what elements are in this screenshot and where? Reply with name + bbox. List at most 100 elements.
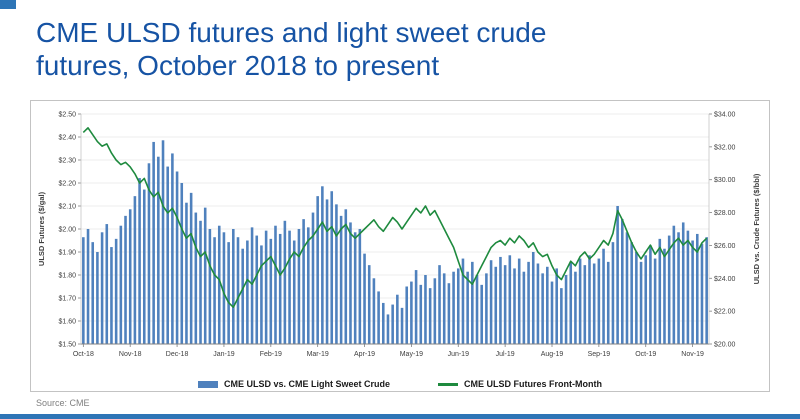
bar bbox=[227, 242, 230, 344]
bar bbox=[82, 237, 85, 344]
x-tick-label: Jan-19 bbox=[213, 351, 235, 358]
x-tick-label: Oct-19 bbox=[635, 351, 656, 358]
line-swatch-icon bbox=[438, 382, 459, 386]
bar bbox=[644, 255, 648, 344]
bar bbox=[274, 225, 277, 344]
bar bbox=[546, 266, 549, 344]
bar bbox=[616, 206, 619, 344]
bar bbox=[555, 268, 558, 344]
x-tick-label: Dec-18 bbox=[166, 351, 189, 358]
y-right-axis-title: ULSD vs. Crude Futures ($/bbl) bbox=[752, 173, 761, 284]
legend-item-frontmonth: CME ULSD Futures Front-Month bbox=[438, 379, 602, 389]
bar bbox=[456, 268, 460, 344]
bar bbox=[452, 271, 455, 344]
bar bbox=[396, 294, 399, 344]
chart-legend: CME ULSD vs. CME Light Sweet Crude CME U… bbox=[35, 372, 765, 396]
bar bbox=[213, 237, 216, 344]
bar bbox=[681, 222, 685, 344]
bar bbox=[639, 261, 643, 344]
bar bbox=[128, 209, 132, 344]
bar bbox=[199, 220, 202, 344]
bar bbox=[391, 304, 394, 344]
bar bbox=[264, 230, 268, 344]
bar bbox=[695, 233, 699, 344]
bar bbox=[522, 271, 526, 344]
bar bbox=[606, 261, 610, 344]
bar bbox=[700, 243, 704, 344]
bar bbox=[278, 233, 282, 344]
y-left-tick-label: $1.60 bbox=[58, 319, 76, 326]
corner-accent-bar bbox=[0, 0, 16, 9]
bar bbox=[531, 252, 535, 344]
bar bbox=[386, 314, 390, 344]
bar bbox=[255, 235, 259, 344]
bar bbox=[630, 242, 633, 344]
bar bbox=[142, 189, 146, 344]
bar bbox=[250, 227, 254, 344]
line-series bbox=[82, 126, 708, 308]
bar bbox=[578, 258, 582, 344]
bar bbox=[442, 273, 446, 344]
bar bbox=[663, 248, 666, 344]
bar bbox=[91, 242, 95, 344]
legend-label-spread: CME ULSD vs. CME Light Sweet Crude bbox=[223, 379, 391, 389]
bar bbox=[194, 212, 198, 344]
bar bbox=[372, 278, 376, 344]
footer-accent-bar bbox=[0, 414, 800, 419]
bar bbox=[574, 271, 577, 344]
bar bbox=[311, 212, 315, 344]
bar bbox=[297, 229, 301, 344]
bar bbox=[180, 183, 184, 344]
bar bbox=[536, 263, 540, 344]
y-left-tick-label: $2.30 bbox=[58, 158, 76, 165]
source-note: Source: CME bbox=[36, 398, 90, 408]
bar bbox=[653, 258, 657, 344]
bar bbox=[494, 266, 498, 344]
bar bbox=[217, 225, 221, 344]
bar bbox=[447, 283, 451, 344]
bar-series bbox=[82, 140, 708, 344]
y-right-tick-label: $32.00 bbox=[714, 144, 736, 151]
x-tick-label: Mar-19 bbox=[307, 351, 329, 358]
bar bbox=[438, 265, 441, 344]
bar bbox=[513, 268, 516, 344]
bar bbox=[246, 240, 249, 344]
bar bbox=[583, 265, 587, 344]
bar bbox=[635, 252, 638, 344]
bar bbox=[185, 202, 188, 344]
bar bbox=[100, 232, 104, 344]
bar bbox=[133, 196, 137, 344]
bar bbox=[236, 237, 240, 344]
bar bbox=[667, 235, 671, 344]
bar bbox=[691, 240, 694, 344]
y-left-tick-label: $2.10 bbox=[58, 204, 76, 211]
bar bbox=[269, 238, 273, 344]
bar bbox=[602, 248, 605, 344]
bar bbox=[232, 229, 235, 344]
chart-card: $1.50 $1.60 $1.70 $1.80 $1.90 $2.00 $2.10 $2.20… bbox=[30, 100, 770, 392]
bar bbox=[358, 229, 362, 344]
bar bbox=[283, 220, 287, 344]
bar bbox=[86, 229, 90, 344]
y-right-tick-label: $30.00 bbox=[714, 177, 736, 184]
y-right-tick-label: $24.00 bbox=[714, 276, 736, 283]
bar bbox=[321, 186, 324, 344]
bar bbox=[424, 275, 427, 344]
bar bbox=[588, 255, 591, 344]
bar bbox=[307, 227, 310, 344]
y-left-axis-title: ULSD Futures ($/gal) bbox=[37, 191, 46, 266]
bar bbox=[672, 225, 676, 344]
bar bbox=[381, 302, 385, 344]
bar bbox=[517, 258, 521, 344]
bar bbox=[419, 284, 423, 344]
bar bbox=[316, 196, 319, 344]
x-tick-label: Jul-19 bbox=[496, 351, 515, 358]
bar bbox=[335, 204, 338, 344]
bar bbox=[339, 215, 343, 344]
x-tick-label: Nov-19 bbox=[681, 351, 704, 358]
x-tick-label: Jun-19 bbox=[448, 351, 470, 358]
bar bbox=[292, 240, 296, 344]
bar bbox=[330, 191, 334, 344]
legend-label-frontmonth: CME ULSD Futures Front-Month bbox=[464, 379, 602, 389]
page-title: CME ULSD futures and light sweet crude f… bbox=[0, 0, 800, 82]
